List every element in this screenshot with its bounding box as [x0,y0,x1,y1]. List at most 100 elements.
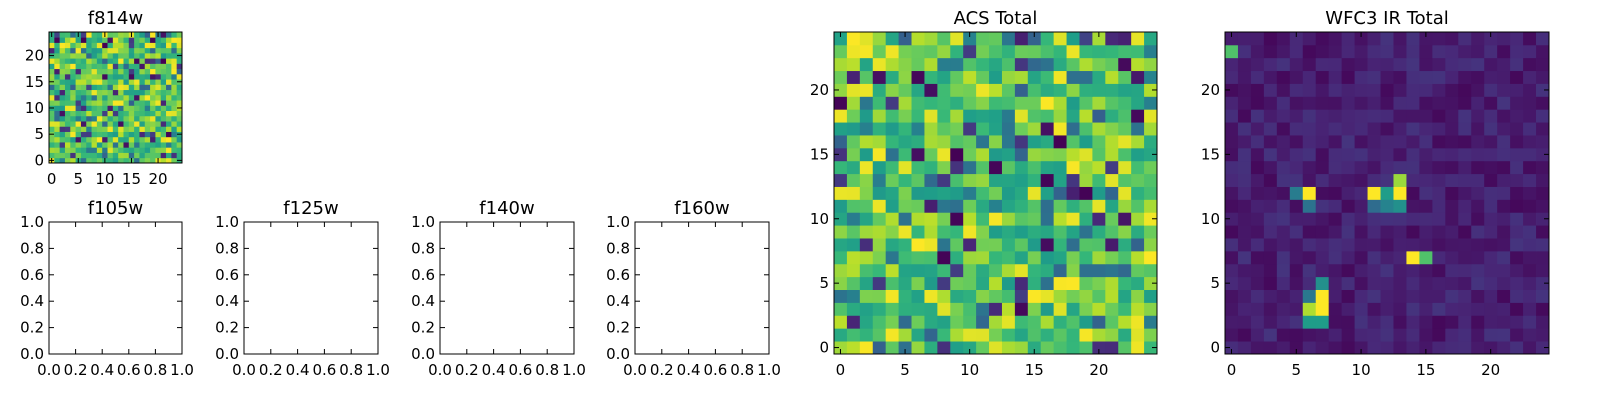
heatmap-cell [1432,302,1446,316]
heatmap-cell [859,96,874,110]
heatmap-cell [54,115,61,122]
heatmap-cell [885,289,899,303]
heatmap-cell [911,212,925,226]
x-tick-label: 0.0 [232,361,256,379]
y-tick-label: 0.6 [215,266,239,284]
heatmap-cell [924,109,938,123]
heatmap-cell [872,315,887,329]
heatmap-cell [102,68,108,75]
heatmap-cell [1406,70,1420,84]
heatmap-cell [91,47,98,54]
heatmap-cell [1432,328,1446,342]
heatmap-cell [80,115,87,122]
heatmap-cell [1484,186,1498,200]
heatmap-cell [1367,238,1381,252]
heatmap-cell [1497,173,1511,187]
heatmap-cell [166,73,172,80]
heatmap-cell [75,73,82,80]
heatmap-cell [1027,341,1042,355]
heatmap-cell [989,135,1003,149]
heatmap-cell [171,157,178,164]
heatmap-cell [54,142,61,148]
heatmap-cell [924,199,938,213]
heatmap-cell [1536,96,1550,110]
heatmap-cell [118,37,124,43]
heatmap-cell [144,47,151,54]
heatmap-cell [1536,225,1550,239]
heatmap-cell [1484,250,1498,265]
heatmap-cell [1328,96,1343,110]
heatmap-cell [1001,289,1016,303]
heatmap-cell [1053,289,1067,303]
heatmap-cell [1118,32,1132,46]
x-tick-label: 0.4 [286,361,310,379]
heatmap-cell [150,94,156,101]
heatmap-cell [75,68,82,75]
heatmap-cell [1458,199,1472,213]
heatmap-cell [1367,122,1381,136]
heatmap-cell [1250,212,1265,226]
heatmap-cell [1066,135,1080,149]
heatmap-cell [49,147,55,153]
heatmap-cell [118,121,124,127]
heatmap-cell [937,315,951,329]
heatmap-cell [1367,289,1381,303]
heatmap-cell [1315,122,1330,136]
heatmap-cell [86,142,92,148]
heatmap-cell [1014,83,1029,97]
heatmap-cell [872,250,887,265]
heatmap-cell [1027,96,1042,110]
heatmap-cell [1027,186,1042,200]
heatmap-cell [118,110,124,117]
heatmap-cell [86,68,92,75]
heatmap-cell [1105,44,1119,59]
heatmap-cell [1536,83,1550,97]
heatmap-cell [70,58,76,64]
heatmap-cell [1040,70,1055,84]
heatmap-cell [872,212,887,226]
heatmap-cell [1001,225,1016,239]
heatmap-cell [937,238,951,252]
heatmap-cell [976,109,990,123]
heatmap-cell [1237,341,1252,355]
heatmap-cell [1445,250,1459,265]
heatmap-cell [139,79,146,85]
heatmap-cell [1302,160,1317,175]
heatmap-cell [898,315,912,329]
heatmap-cell [134,63,140,70]
heatmap-cell [1131,57,1145,72]
heatmap-cell [1393,122,1407,136]
heatmap-cell [86,94,92,101]
heatmap-cell [1432,250,1446,265]
heatmap-cell [1536,263,1550,278]
heatmap-cell [1419,341,1433,355]
heatmap-cell [1144,173,1158,187]
heatmap-cell [59,110,66,117]
heatmap-cell [976,70,990,84]
heatmap-cell [1118,160,1132,175]
heatmap-cell [123,105,130,111]
heatmap-cell [1458,135,1472,149]
heatmap-cell [139,68,146,75]
heatmap-cell [859,263,874,278]
heatmap-cell [1066,289,1080,303]
heatmap-cell [834,32,848,46]
heatmap-cell [1328,315,1343,329]
heatmap-cell [1484,263,1498,278]
heatmap-cell [1523,57,1537,72]
heatmap-cell [1144,238,1158,252]
heatmap-cell [176,63,183,70]
axes-frame [48,31,183,164]
heatmap-cell [118,58,124,64]
heatmap-cell [1014,173,1029,187]
heatmap-cell [1380,44,1394,59]
heatmap-cell [1354,212,1368,226]
y-tick-label: 10 [810,210,829,228]
heatmap-cell [123,136,130,143]
heatmap-cell [1053,57,1067,72]
heatmap-cell [1237,276,1252,290]
heatmap-cell [150,73,156,80]
heatmap-cell [123,58,130,64]
heatmap-cell [54,37,61,43]
heatmap-cell [1053,186,1067,200]
